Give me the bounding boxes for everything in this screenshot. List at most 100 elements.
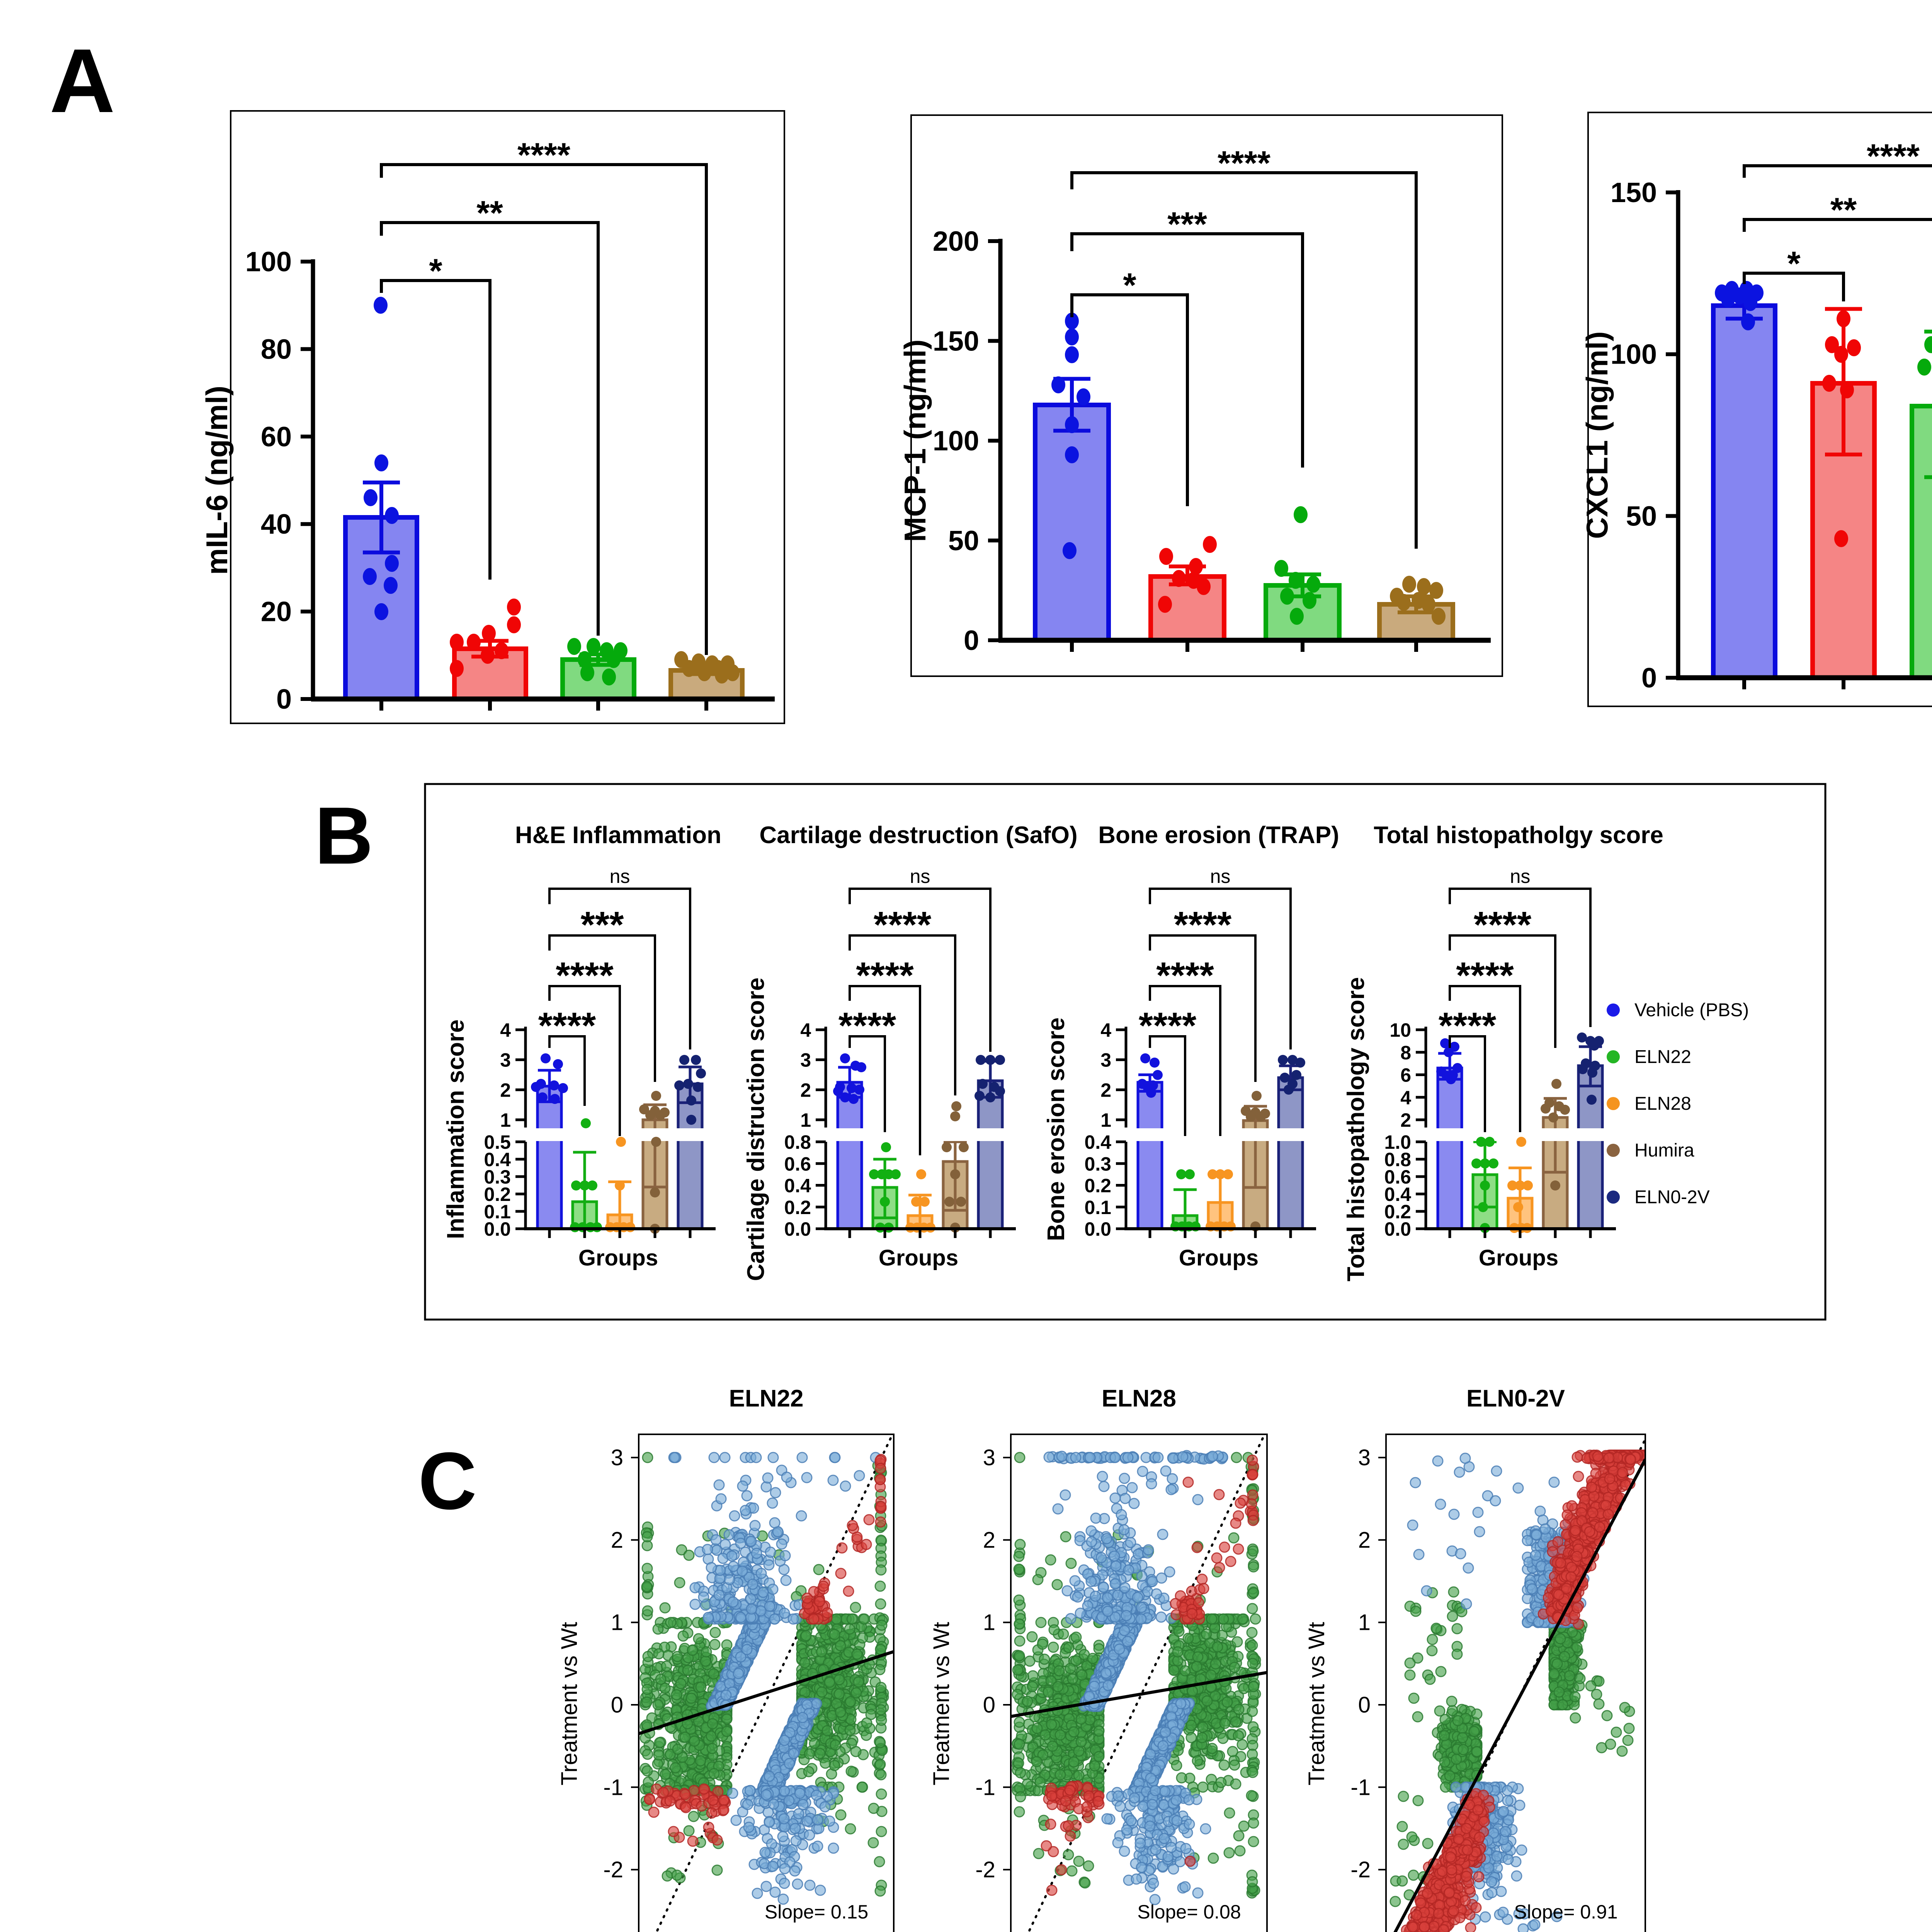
svg-text:0.2: 0.2 [784,1197,811,1218]
svg-text:****: **** [856,955,914,996]
svg-text:ELN28: ELN28 [1634,1094,1691,1114]
svg-text:0.0: 0.0 [1084,1218,1111,1240]
svg-text:****: **** [538,1005,596,1046]
svg-text:100: 100 [933,426,979,457]
svg-text:****: **** [517,136,571,174]
svg-text:60: 60 [261,422,292,452]
svg-text:****: **** [556,955,614,996]
svg-text:0.4: 0.4 [484,1149,511,1170]
svg-text:ns: ns [610,866,630,887]
svg-text:mIL-6 (ng/ml): mIL-6 (ng/ml) [200,386,234,575]
svg-text:2: 2 [1400,1109,1411,1131]
svg-text:0: 0 [276,684,292,715]
svg-text:Humira: Humira [1634,1140,1694,1161]
svg-text:0.5: 0.5 [484,1131,511,1153]
svg-text:0.3: 0.3 [1084,1153,1111,1175]
svg-text:***: *** [1167,205,1207,243]
svg-text:H&E Inflammation: H&E Inflammation [515,822,721,849]
svg-text:Bone erosion (TRAP): Bone erosion (TRAP) [1098,822,1339,849]
svg-text:20: 20 [261,597,292,628]
svg-text:****: **** [1174,904,1232,946]
svg-text:3: 3 [1100,1049,1111,1071]
svg-text:Bone erosion score: Bone erosion score [1043,1017,1070,1241]
svg-text:0.0: 0.0 [784,1218,811,1240]
svg-text:2: 2 [500,1079,511,1101]
svg-text:0: 0 [964,625,979,656]
svg-text:Treatment vs Wt: Treatment vs Wt [557,1622,582,1785]
svg-text:50: 50 [948,526,979,556]
svg-text:A: A [49,30,115,131]
svg-text:1: 1 [500,1109,511,1131]
svg-text:6: 6 [1400,1065,1411,1086]
svg-text:ns: ns [1510,866,1531,887]
svg-text:0.3: 0.3 [484,1166,511,1188]
svg-text:ELN0-2V: ELN0-2V [1634,1187,1710,1208]
svg-text:Groups: Groups [1479,1245,1558,1270]
svg-text:****: **** [838,1005,896,1046]
svg-text:2: 2 [1100,1079,1111,1101]
svg-text:4: 4 [1400,1087,1411,1109]
svg-text:80: 80 [261,334,292,365]
svg-text:C: C [418,1435,477,1526]
svg-text:****: **** [1156,955,1214,996]
svg-text:-2: -2 [603,1857,623,1883]
svg-text:1.0: 1.0 [1384,1131,1411,1153]
svg-text:B: B [315,790,373,881]
svg-text:Vehicle (PBS): Vehicle (PBS) [1634,1000,1749,1020]
svg-text:50: 50 [1626,501,1657,532]
svg-text:3: 3 [800,1049,811,1071]
svg-text:ELN22: ELN22 [729,1385,804,1412]
svg-text:Cartilage destruction (SafO): Cartilage destruction (SafO) [759,822,1077,849]
svg-text:****: **** [1456,955,1514,996]
svg-text:1: 1 [800,1109,811,1131]
svg-text:*: * [429,252,442,290]
svg-text:Inflammation score: Inflammation score [442,1019,469,1239]
svg-text:0.8: 0.8 [1384,1149,1411,1170]
svg-text:0.1: 0.1 [1084,1197,1111,1218]
svg-text:MCP-1 (ng/ml): MCP-1 (ng/ml) [898,339,932,542]
svg-text:Groups: Groups [879,1245,958,1270]
svg-text:Groups: Groups [1179,1245,1259,1270]
svg-text:0.4: 0.4 [1384,1184,1411,1205]
svg-text:0: 0 [611,1692,623,1718]
svg-text:0.4: 0.4 [784,1175,811,1197]
svg-text:1: 1 [1100,1109,1111,1131]
svg-text:8: 8 [1400,1042,1411,1063]
svg-text:****: **** [1139,1005,1197,1046]
svg-text:*: * [1123,266,1136,304]
svg-text:*: * [1787,244,1801,282]
svg-text:3: 3 [500,1049,511,1071]
svg-text:****: **** [1439,1005,1497,1046]
svg-text:CXCL1 (ng/ml): CXCL1 (ng/ml) [1580,331,1614,539]
svg-text:100: 100 [1611,339,1657,370]
svg-text:4: 4 [800,1019,811,1041]
svg-text:40: 40 [261,509,292,540]
svg-text:**: ** [476,194,503,232]
svg-text:****: **** [874,904,932,946]
svg-text:2: 2 [611,1527,623,1553]
svg-text:****: **** [1474,904,1532,946]
svg-text:0.0: 0.0 [1384,1218,1411,1240]
svg-text:0.0: 0.0 [484,1218,511,1240]
svg-text:Total histopathology score: Total histopathology score [1343,977,1369,1282]
svg-text:0.4: 0.4 [1084,1131,1111,1153]
svg-text:****: **** [1218,144,1271,182]
svg-text:0.6: 0.6 [1384,1166,1411,1188]
svg-text:0.2: 0.2 [1084,1175,1111,1197]
svg-text:-1: -1 [603,1775,623,1800]
svg-text:ELN22: ELN22 [1634,1047,1691,1067]
svg-text:0.8: 0.8 [784,1131,811,1153]
svg-text:3: 3 [611,1445,623,1470]
svg-text:0: 0 [1641,663,1657,694]
svg-text:**: ** [1830,190,1857,229]
svg-text:0.2: 0.2 [484,1184,511,1205]
svg-text:ns: ns [910,866,930,887]
svg-text:200: 200 [933,226,979,257]
svg-text:150: 150 [1611,177,1657,208]
svg-text:Groups: Groups [578,1245,658,1270]
svg-text:4: 4 [500,1019,511,1041]
svg-text:0.1: 0.1 [484,1201,511,1223]
svg-text:4: 4 [1100,1019,1111,1041]
svg-text:150: 150 [933,326,979,357]
svg-text:100: 100 [245,247,292,277]
